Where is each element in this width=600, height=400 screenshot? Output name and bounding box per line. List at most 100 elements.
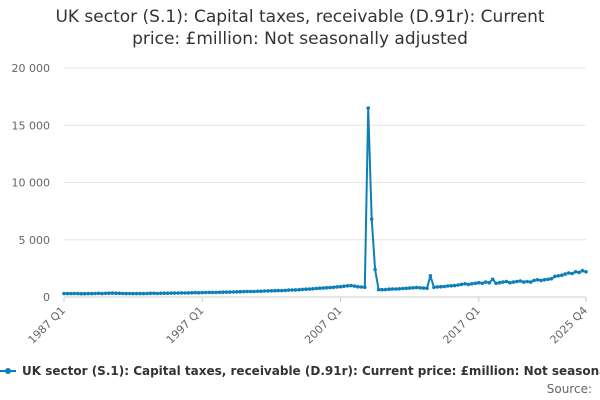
data-point[interactable] [580, 268, 585, 273]
data-point[interactable] [546, 277, 550, 282]
data-point[interactable] [452, 283, 457, 288]
data-point[interactable] [335, 285, 339, 289]
data-point[interactable] [245, 289, 249, 294]
data-point[interactable] [504, 279, 509, 284]
data-point[interactable] [480, 281, 485, 286]
data-point[interactable] [338, 284, 343, 289]
data-point[interactable] [169, 291, 173, 295]
data-point[interactable] [321, 286, 326, 290]
data-point[interactable] [459, 282, 464, 287]
data-point[interactable] [445, 284, 450, 288]
data-point[interactable] [487, 280, 492, 285]
data-point[interactable] [428, 274, 433, 278]
data-point[interactable] [76, 291, 80, 296]
data-point[interactable] [165, 291, 170, 296]
data-point[interactable] [463, 282, 467, 286]
data-point[interactable] [159, 291, 163, 296]
data-point[interactable] [314, 286, 319, 291]
data-point[interactable] [273, 288, 277, 293]
data-point[interactable] [186, 291, 191, 295]
data-point[interactable] [387, 287, 391, 292]
data-point[interactable] [297, 287, 301, 292]
data-point[interactable] [528, 280, 533, 284]
data-point[interactable] [183, 291, 187, 295]
data-point[interactable] [549, 276, 554, 281]
data-point[interactable] [324, 286, 329, 290]
data-point[interactable] [369, 217, 374, 221]
data-point[interactable] [404, 286, 409, 291]
data-point[interactable] [432, 285, 436, 290]
data-point[interactable] [69, 291, 73, 296]
data-point[interactable] [483, 280, 488, 284]
data-point[interactable] [311, 287, 315, 291]
data-point[interactable] [114, 291, 118, 296]
data-point[interactable] [221, 290, 225, 295]
data-point[interactable] [145, 291, 149, 296]
data-point[interactable] [318, 286, 322, 291]
data-point[interactable] [556, 274, 561, 278]
data-point[interactable] [307, 287, 312, 291]
data-point[interactable] [110, 291, 115, 295]
data-point[interactable] [359, 285, 364, 289]
data-point[interactable] [570, 271, 574, 276]
data-point[interactable] [442, 284, 447, 289]
data-point[interactable] [293, 288, 298, 292]
data-point[interactable] [96, 291, 101, 296]
data-point[interactable] [283, 288, 288, 293]
data-point[interactable] [331, 285, 336, 290]
data-point[interactable] [162, 291, 167, 296]
data-point[interactable] [259, 289, 263, 294]
data-point[interactable] [124, 291, 128, 296]
data-point[interactable] [280, 288, 284, 293]
data-point[interactable] [466, 282, 471, 287]
data-point[interactable] [342, 284, 346, 289]
data-point[interactable] [560, 273, 564, 278]
data-point[interactable] [508, 280, 512, 285]
data-point[interactable] [134, 291, 139, 296]
data-point[interactable] [141, 291, 146, 296]
data-point[interactable] [269, 289, 274, 293]
data-point[interactable] [72, 291, 77, 296]
data-point[interactable] [117, 291, 122, 296]
data-point[interactable] [138, 291, 142, 296]
data-point[interactable] [276, 288, 281, 293]
data-point[interactable] [210, 290, 215, 295]
data-point[interactable] [584, 270, 588, 274]
data-point[interactable] [152, 291, 156, 296]
data-point[interactable] [535, 278, 540, 282]
data-point[interactable] [515, 279, 519, 284]
data-point[interactable] [525, 279, 529, 284]
data-point[interactable] [414, 285, 419, 290]
data-point[interactable] [518, 279, 523, 283]
data-point[interactable] [193, 290, 198, 295]
data-point[interactable] [207, 290, 211, 295]
data-point[interactable] [363, 285, 367, 290]
data-point[interactable] [231, 290, 236, 294]
data-point[interactable] [242, 289, 246, 294]
data-point[interactable] [497, 280, 502, 285]
data-point[interactable] [203, 290, 208, 295]
legend[interactable]: UK sector (S.1): Capital taxes, receivab… [0, 364, 600, 379]
data-point[interactable] [566, 271, 571, 275]
data-point[interactable] [401, 286, 405, 291]
data-point[interactable] [421, 286, 426, 290]
data-point[interactable] [542, 278, 547, 282]
data-point[interactable] [473, 281, 478, 286]
data-point[interactable] [266, 289, 270, 293]
data-point[interactable] [127, 291, 132, 296]
data-point[interactable] [89, 291, 94, 296]
data-point[interactable] [439, 284, 443, 289]
data-point[interactable] [100, 291, 104, 296]
data-point[interactable] [217, 290, 222, 295]
data-point[interactable] [224, 290, 229, 294]
data-point[interactable] [532, 278, 536, 283]
data-point[interactable] [380, 287, 384, 292]
data-point[interactable] [501, 280, 505, 284]
data-point[interactable] [176, 291, 180, 295]
data-point[interactable] [121, 291, 125, 296]
data-point[interactable] [577, 270, 581, 275]
data-point[interactable] [79, 291, 84, 296]
data-point[interactable] [252, 289, 256, 294]
data-point[interactable] [262, 289, 267, 293]
data-point[interactable] [248, 289, 253, 294]
